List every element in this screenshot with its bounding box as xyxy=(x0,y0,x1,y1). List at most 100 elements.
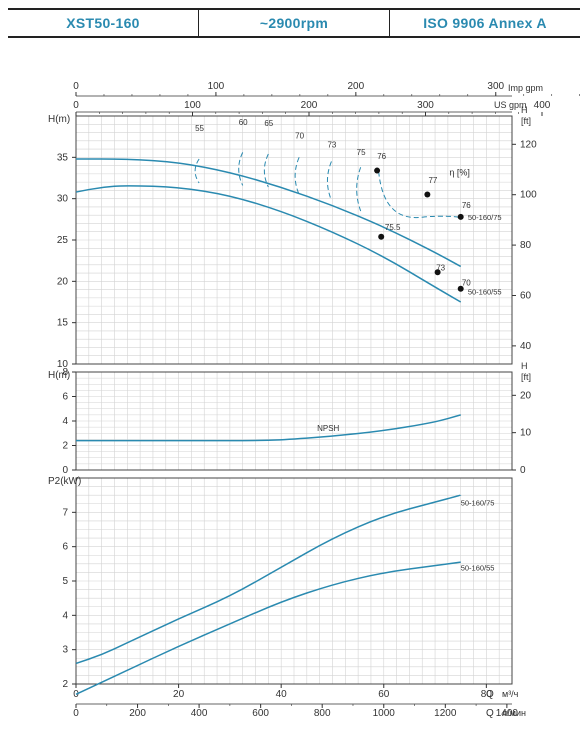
y-tick-label: 4 xyxy=(62,610,68,621)
x-tick-label-m3h: 80 xyxy=(481,689,493,700)
efficiency-label: 70 xyxy=(462,278,471,287)
imp-gpm-tick-label: 300 xyxy=(487,81,504,92)
x-tick-label-lmin: 0 xyxy=(73,708,79,719)
panel-npsh xyxy=(72,371,513,471)
x-tick-label-m3h: 60 xyxy=(378,689,390,700)
y-tick-label-right: 0 xyxy=(520,465,526,476)
efficiency-iso-loop xyxy=(378,171,461,219)
y-tick-label-right: 20 xyxy=(520,390,532,401)
standard-title: ISO 9906 Annex A xyxy=(389,10,580,36)
efficiency-label: 73 xyxy=(436,264,445,273)
imp-gpm-tick-label: 0 xyxy=(73,81,79,92)
curve-head-50-160/55 xyxy=(75,185,462,303)
efficiency-iso-line xyxy=(194,158,200,184)
x-tick-label-lmin: 400 xyxy=(191,708,208,719)
x-tick-label-lmin: 1000 xyxy=(373,708,396,719)
imp-gpm-tick-label: 100 xyxy=(208,81,225,92)
y-tick-label-right: 40 xyxy=(520,341,532,352)
x-tick-label-m3h: 40 xyxy=(276,689,288,700)
x-tick-label-m3h: 20 xyxy=(173,689,185,700)
npsh-label: NPSH xyxy=(317,424,339,433)
y-axis-label: P2(kW) xyxy=(48,476,81,487)
y-tick-label: 35 xyxy=(57,152,69,163)
y-tick-label: 6 xyxy=(62,542,68,553)
efficiency-point xyxy=(424,191,431,198)
x-axis-label-q2: Q xyxy=(486,708,494,719)
efficiency-label: 76 xyxy=(462,201,471,210)
y-tick-label: 10 xyxy=(57,359,69,370)
y-axis-unit-right: [ft] xyxy=(521,116,531,126)
curve-label: 50-160/55 xyxy=(468,288,502,297)
y-tick-label-right: 100 xyxy=(520,190,537,201)
efficiency-point xyxy=(434,269,441,276)
x-tick-label-lmin: 200 xyxy=(129,708,146,719)
y-axis-label-right: H xyxy=(521,105,528,115)
efficiency-point xyxy=(374,167,381,174)
efficiency-label: 75.5 xyxy=(385,223,401,232)
imp-gpm-label: Imp gpm xyxy=(508,83,543,93)
y-tick-label: 3 xyxy=(62,645,68,656)
y-tick-label: 30 xyxy=(57,194,69,205)
y-tick-label: 25 xyxy=(57,235,69,246)
x-tick-label-lmin: 1400 xyxy=(496,708,519,719)
x-axis-label-q: Q xyxy=(486,689,494,700)
efficiency-label: 70 xyxy=(295,131,304,140)
us-gpm-tick-label: 400 xyxy=(534,100,551,111)
us-gpm-tick-label: 200 xyxy=(301,100,318,111)
efficiency-label: 65 xyxy=(264,119,273,128)
y-tick-label: 2 xyxy=(62,679,68,690)
imp-gpm-tick-label: 200 xyxy=(347,81,364,92)
model-title: XST50-160 xyxy=(66,15,140,31)
power-curve-label: 50-160/75 xyxy=(461,498,495,507)
us-gpm-tick-label: 0 xyxy=(73,100,79,111)
y-tick-label-right: 10 xyxy=(520,428,532,439)
efficiency-label: 75 xyxy=(357,148,366,157)
y-tick-label: 8 xyxy=(62,367,68,378)
efficiency-axis-label: η [%] xyxy=(449,168,470,178)
y-tick-label: 20 xyxy=(57,276,69,287)
panel-power xyxy=(72,477,513,685)
x-axis-unit-m3h: м³/ч xyxy=(502,689,519,699)
x-tick-label-lmin: 600 xyxy=(252,708,269,719)
power-curve-label: 50-160/55 xyxy=(461,564,495,573)
efficiency-iso-line xyxy=(294,157,300,195)
y-tick-label: 2 xyxy=(62,441,68,452)
us-gpm-tick-label: 300 xyxy=(417,100,434,111)
header-bar: XST50-160 ~2900rpm ISO 9906 Annex A xyxy=(8,8,580,38)
y-axis-unit-right: [ft] xyxy=(521,372,531,382)
x-tick-label-lmin: 1200 xyxy=(434,708,457,719)
speed-title: ~2900rpm xyxy=(198,10,389,36)
efficiency-label: 55 xyxy=(195,124,204,133)
y-tick-label: 0 xyxy=(62,465,68,476)
efficiency-iso-line xyxy=(263,153,269,188)
curve-head-50-160/75 xyxy=(75,158,462,268)
y-axis-label-right: H xyxy=(521,361,528,371)
x-axis-unit-lmin: л/мин xyxy=(502,708,526,718)
y-tick-label-right: 60 xyxy=(520,290,532,301)
y-tick-label-right: 80 xyxy=(520,240,532,251)
us-gpm-tick-label: 100 xyxy=(184,100,201,111)
curve-label: 50-160/75 xyxy=(468,213,502,222)
efficiency-label: 73 xyxy=(327,140,336,149)
y-tick-label: 4 xyxy=(62,416,68,427)
y-tick-label-right: 120 xyxy=(520,139,537,150)
y-axis-label: H(m) xyxy=(48,370,70,381)
curve-power-50-160/75 xyxy=(75,494,461,665)
y-tick-label: 5 xyxy=(62,576,68,587)
efficiency-point xyxy=(457,213,464,220)
efficiency-iso-line xyxy=(238,152,244,186)
efficiency-iso-line xyxy=(326,161,332,201)
y-axis-label: H(m) xyxy=(48,114,70,125)
y-tick-label: 15 xyxy=(57,318,69,329)
efficiency-point xyxy=(457,285,464,292)
us-gpm-label: US gpm xyxy=(494,100,527,110)
y-tick-label: 7 xyxy=(62,507,68,518)
efficiency-iso-line xyxy=(356,167,362,212)
efficiency-label: 60 xyxy=(239,118,248,127)
efficiency-label: 76 xyxy=(377,152,386,161)
panel-head xyxy=(72,115,513,365)
efficiency-label: 77 xyxy=(428,176,437,185)
curve-npsh-NPSH xyxy=(76,414,461,442)
curve-power-50-160/55 xyxy=(75,561,461,695)
